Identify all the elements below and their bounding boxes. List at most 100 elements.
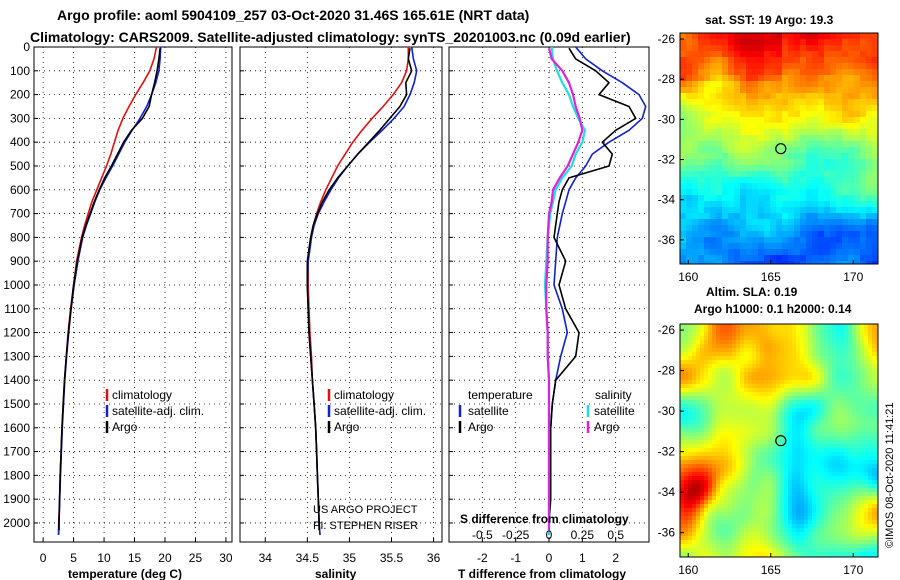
map-cell xyxy=(704,219,711,226)
map-cell xyxy=(806,249,813,256)
map-cell xyxy=(692,484,697,489)
map-cell xyxy=(808,380,813,385)
map-cell xyxy=(684,348,689,353)
map-cell xyxy=(780,344,785,349)
map-cell xyxy=(800,500,805,505)
map-cell xyxy=(724,540,729,545)
map-cell xyxy=(732,492,737,497)
depth-tick-label: 400 xyxy=(10,135,30,149)
map-cell xyxy=(680,544,685,549)
map-cell xyxy=(764,464,769,469)
map-cell xyxy=(868,544,873,549)
map-cell xyxy=(700,508,705,513)
map-cell xyxy=(812,376,817,381)
map-cell xyxy=(760,476,765,481)
map-cell xyxy=(728,243,735,250)
map-cell xyxy=(692,436,697,441)
map-cell xyxy=(748,420,753,425)
map-cell xyxy=(854,171,861,178)
map-cell xyxy=(782,153,789,160)
map-cell xyxy=(748,508,753,513)
map-cell xyxy=(736,456,741,461)
map-cell xyxy=(840,508,845,513)
map-cell xyxy=(716,504,721,509)
map-cell xyxy=(848,57,855,64)
map-cell xyxy=(864,428,869,433)
map-cell xyxy=(824,400,829,405)
map-cell xyxy=(840,520,845,525)
map-cell xyxy=(804,464,809,469)
map-cell xyxy=(746,249,753,256)
map-cell xyxy=(852,476,857,481)
map-cell xyxy=(760,452,765,457)
map-cell xyxy=(764,424,769,429)
map-cell xyxy=(848,344,853,349)
map-cell xyxy=(720,352,725,357)
map-cell xyxy=(830,237,837,244)
map-cell xyxy=(700,496,705,501)
map-cell xyxy=(692,33,699,40)
map-cell xyxy=(740,484,745,489)
map-cell xyxy=(708,356,713,361)
map-cell xyxy=(844,520,849,525)
map-cell xyxy=(772,548,777,553)
map-cell xyxy=(860,440,865,445)
map-cell xyxy=(680,468,685,473)
map-cell xyxy=(776,63,783,70)
map-cell xyxy=(724,444,729,449)
map-cell xyxy=(696,452,701,457)
map-cell xyxy=(740,444,745,449)
map-cell xyxy=(808,540,813,545)
map-cell xyxy=(808,400,813,405)
map-cell xyxy=(872,544,877,549)
map-cell xyxy=(848,428,853,433)
map-cell xyxy=(686,33,693,40)
map-cell xyxy=(868,344,873,349)
map-cell xyxy=(740,416,745,421)
map-cell xyxy=(692,39,699,46)
map-cell xyxy=(856,392,861,397)
map-cell xyxy=(760,544,765,549)
map-cell xyxy=(746,141,753,148)
map-cell xyxy=(772,520,777,525)
map-cell xyxy=(860,93,867,100)
map-cell xyxy=(848,201,855,208)
map-cell xyxy=(764,380,769,385)
map-cell xyxy=(844,332,849,337)
map-cell xyxy=(782,63,789,70)
map-cell xyxy=(736,492,741,497)
map-cell xyxy=(796,464,801,469)
map-cell xyxy=(744,324,749,329)
map-cell xyxy=(856,488,861,493)
map-cell xyxy=(866,87,873,94)
map-cell xyxy=(704,352,709,357)
map-cell xyxy=(804,372,809,377)
map-cell xyxy=(842,159,849,166)
map-cell xyxy=(808,500,813,505)
map-cell xyxy=(840,412,845,417)
map-cell xyxy=(746,57,753,64)
map-cell xyxy=(876,392,878,397)
depth-tick-label: 0 xyxy=(23,40,30,54)
map-cell xyxy=(832,504,837,509)
map-cell xyxy=(776,75,783,82)
map-cell xyxy=(800,255,807,262)
map-cell xyxy=(866,147,873,154)
map-cell xyxy=(740,540,745,545)
map-cell xyxy=(688,476,693,481)
map-cell xyxy=(836,512,841,517)
map-cell xyxy=(746,231,753,238)
map-cell xyxy=(840,428,845,433)
map-cell xyxy=(854,207,861,214)
map-cell xyxy=(684,380,689,385)
map-cell xyxy=(768,416,773,421)
map-cell xyxy=(864,544,869,549)
map-cell xyxy=(680,135,687,142)
map-cell xyxy=(684,532,689,537)
map-cell xyxy=(816,528,821,533)
map-cell xyxy=(784,448,789,453)
map-cell xyxy=(708,492,713,497)
map-cell xyxy=(860,476,865,481)
map-cell xyxy=(772,532,777,537)
map-cell xyxy=(816,432,821,437)
